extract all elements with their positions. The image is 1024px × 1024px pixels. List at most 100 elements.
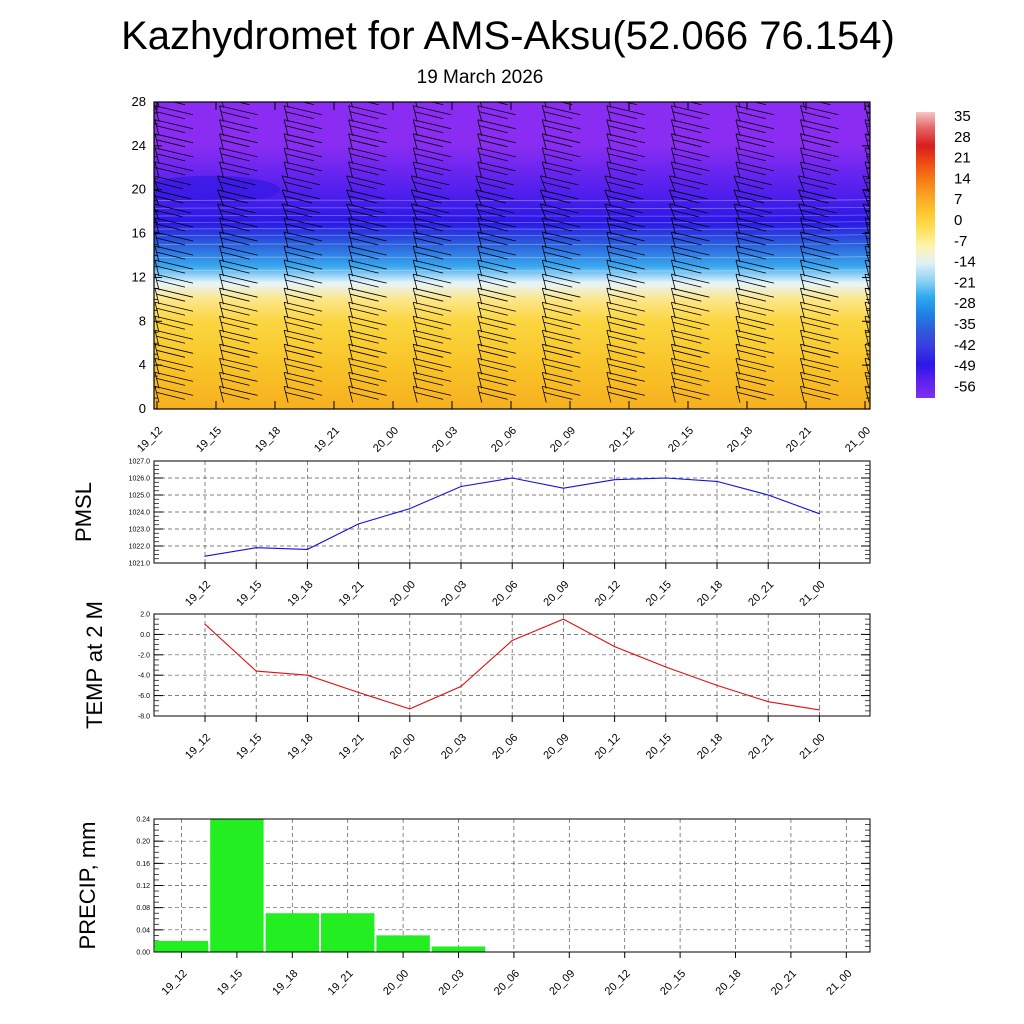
wind-barb: [673, 102, 702, 108]
wind-barb: [800, 259, 839, 277]
wind-barb: [864, 119, 870, 136]
wind-barb: [735, 161, 775, 178]
data-point: [818, 513, 821, 515]
wind-barb: [733, 189, 773, 207]
wind-barb: [670, 357, 710, 375]
wind-barb: [539, 189, 579, 207]
data-point: [767, 701, 769, 703]
wind-barb: [668, 203, 708, 221]
wind-barb: [283, 329, 323, 347]
x-tick-label: 20_15: [644, 579, 674, 609]
wind-barb: [606, 273, 645, 291]
wind-barb: [733, 203, 773, 221]
wind-barb: [735, 329, 775, 347]
wind-barb: [154, 273, 194, 291]
x-tick-label: 20_03: [439, 579, 469, 609]
x-tick-label: 19_12: [160, 968, 190, 998]
wind-barb: [735, 371, 775, 389]
y-axis-label: PRECIP, mm: [75, 822, 100, 950]
x-tick-label: 20_09: [547, 968, 577, 998]
wind-barb: [670, 343, 710, 361]
wind-barb: [735, 119, 775, 136]
data-point: [818, 709, 821, 711]
wind-barb: [154, 147, 194, 164]
wind-barb: [864, 371, 870, 389]
wind-barb: [735, 301, 775, 319]
colorbar-label: -35: [954, 316, 976, 333]
wind-barb: [735, 231, 775, 249]
x-tick-label: 20_06: [490, 579, 520, 609]
wind-barb: [475, 175, 514, 193]
wind-barb: [283, 273, 323, 291]
wind-barb: [541, 386, 581, 403]
wind-barb: [154, 386, 194, 403]
data-point: [358, 523, 360, 525]
wind-barb: [154, 329, 194, 347]
wind-barb: [800, 329, 839, 347]
wind-barb: [800, 357, 839, 375]
x-tick-label: 19_21: [337, 732, 367, 762]
wind-barb: [606, 329, 645, 347]
data-point: [358, 691, 360, 694]
wind-barb: [281, 189, 321, 207]
wind-barb: [412, 301, 452, 319]
x-tick-label: 20_09: [541, 579, 571, 609]
wind-barb: [604, 175, 643, 193]
wind-barb: [412, 273, 452, 291]
wind-barb: [606, 147, 645, 164]
wind-barb: [670, 371, 710, 389]
y-tick-label: 0.16: [136, 861, 150, 868]
data-point: [614, 646, 616, 648]
wind-barb: [606, 133, 645, 150]
y-tick-label: 20: [132, 182, 146, 197]
x-tick-label: 19_18: [270, 968, 300, 998]
panel-3: 0.00 0.04 0.08 0.12 0.16 0.20 0.24 19_12 19_15 19…: [75, 817, 871, 998]
wind-barb: [219, 287, 258, 305]
wind-barb: [800, 287, 839, 305]
colorbar-label: 28: [954, 129, 971, 146]
wind-barb: [281, 203, 321, 221]
y-tick-label: 0.24: [136, 817, 150, 824]
x-tick-label: 19_21: [326, 968, 356, 998]
x-tick-label: 19_12: [183, 732, 213, 762]
wind-barb: [219, 315, 258, 333]
wind-barb: [735, 287, 775, 305]
wind-barb: [412, 245, 452, 263]
wind-barb: [477, 315, 516, 333]
y-tick-label: 16: [132, 226, 146, 241]
y-tick-label: 1023.0: [129, 527, 151, 534]
wind-barb: [800, 119, 839, 136]
x-tick-label: 20_18: [725, 425, 755, 455]
contour-line: [154, 214, 870, 217]
wind-barb: [735, 245, 775, 263]
panel-frame: [153, 613, 871, 717]
wind-barb: [348, 147, 387, 164]
y-axis-label: PMSL: [71, 482, 96, 542]
wind-barb: [412, 315, 452, 333]
wind-barb: [864, 231, 870, 249]
wind-barb: [670, 147, 710, 164]
x-tick-label: 19_15: [234, 579, 264, 609]
wind-barb: [670, 386, 710, 403]
wind-barb: [864, 301, 870, 319]
wind-barb: [864, 287, 870, 305]
x-tick-label: 19_18: [253, 425, 283, 455]
wind-barb: [670, 133, 710, 150]
colorbar-label: 35: [954, 108, 971, 125]
y-tick-label: 0.04: [136, 927, 150, 934]
y-tick-label: 2.0: [140, 612, 150, 619]
wind-barb: [348, 245, 387, 263]
wind-barb: [348, 386, 387, 403]
wind-barb: [541, 105, 581, 122]
colorbar-label: -14: [954, 254, 976, 271]
wind-barb: [217, 189, 256, 207]
wind-barb: [541, 343, 581, 361]
wind-barb: [219, 119, 258, 136]
wind-barb: [348, 315, 387, 333]
wind-barb: [541, 161, 581, 178]
wind-barb: [477, 119, 516, 136]
wind-barb: [800, 161, 839, 178]
wind-barb: [477, 217, 516, 235]
wind-barb: [154, 343, 194, 361]
wind-barb: [157, 102, 186, 108]
